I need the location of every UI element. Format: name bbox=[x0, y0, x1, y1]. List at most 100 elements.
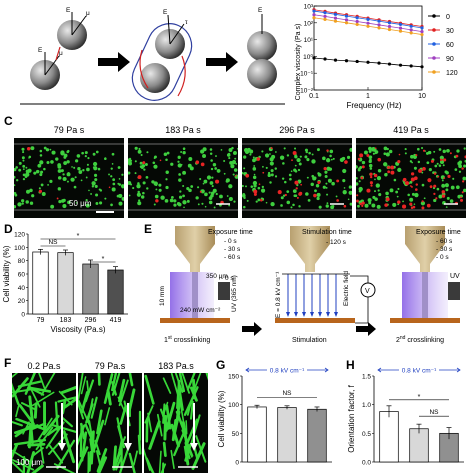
data-point bbox=[366, 21, 370, 25]
svg-text:E = 0.8 kV cm⁻¹: E = 0.8 kV cm⁻¹ bbox=[275, 271, 282, 318]
arrow-icon bbox=[356, 322, 376, 336]
micrograph-c-2 bbox=[128, 138, 238, 218]
data-point bbox=[333, 19, 338, 23]
x-tick-label: 1 bbox=[366, 93, 370, 100]
data-point bbox=[312, 16, 316, 20]
scale-bar-label: 100 μm bbox=[16, 458, 43, 467]
svg-text:E: E bbox=[258, 7, 263, 14]
y-tick-label: 1.0 bbox=[362, 402, 371, 409]
micrograph-label: 0.2 Pa.s bbox=[27, 361, 61, 371]
svg-text:- 0 s: - 0 s bbox=[224, 238, 237, 245]
x-tick-label: 419 bbox=[110, 317, 122, 324]
svg-text:E: E bbox=[163, 9, 168, 16]
y-tick-label: 10³ bbox=[304, 4, 314, 11]
data-point bbox=[344, 14, 349, 18]
data-point bbox=[377, 23, 381, 27]
bar bbox=[32, 251, 49, 315]
svg-text:UV: UV bbox=[450, 273, 460, 280]
particle-sphere bbox=[247, 59, 277, 89]
data-point bbox=[409, 24, 413, 28]
y-tick-label: 0 bbox=[235, 460, 239, 467]
x-tick-label: 183 bbox=[60, 317, 72, 324]
panel-letter-d: D bbox=[4, 222, 13, 236]
svg-text:μ: μ bbox=[59, 50, 63, 57]
data-point bbox=[312, 13, 316, 17]
y-tick-label: 0 bbox=[21, 312, 25, 319]
svg-text:τ: τ bbox=[185, 19, 188, 26]
data-point bbox=[377, 61, 381, 65]
panel-d-chart: 0 20 40 60 80 100 120 79 183 296 419 Cell viability… bbox=[2, 232, 128, 334]
y-tick-label: 80 bbox=[18, 258, 26, 265]
data-point bbox=[344, 59, 349, 63]
data-point bbox=[312, 9, 316, 13]
micrograph-c-1 bbox=[14, 138, 124, 218]
micrograph-c-3 bbox=[242, 138, 352, 218]
svg-text:E: E bbox=[66, 7, 71, 14]
y-tick-label: 100 bbox=[14, 245, 25, 252]
data-point bbox=[333, 12, 338, 16]
y-axis-label: Orientation factor, f bbox=[347, 384, 356, 452]
electric-field-lines bbox=[282, 273, 350, 317]
data-point bbox=[344, 21, 349, 25]
data-point bbox=[377, 19, 381, 23]
data-point bbox=[323, 57, 327, 61]
legend-label: 90 bbox=[446, 56, 454, 63]
svg-text:UV (365 nm): UV (365 nm) bbox=[231, 275, 238, 312]
svg-text:2nd crosslinking: 2nd crosslinking bbox=[396, 335, 444, 344]
y-tick-label: 10⁻¹ bbox=[300, 71, 314, 78]
svg-text:10 mm: 10 mm bbox=[159, 286, 166, 306]
svg-text:Stimulation time: Stimulation time bbox=[302, 229, 352, 236]
y-tick-label: 60 bbox=[18, 272, 26, 279]
svg-text:μ: μ bbox=[86, 10, 90, 17]
y-tick-label: 20 bbox=[18, 298, 26, 305]
micrograph-label: 183 Pa s bbox=[165, 125, 201, 135]
data-point bbox=[377, 26, 381, 30]
data-point bbox=[398, 63, 403, 67]
y-axis-label: Cell viability (%) bbox=[217, 390, 226, 447]
data-point bbox=[323, 17, 327, 21]
data-point bbox=[420, 65, 424, 69]
svg-text:350 μm: 350 μm bbox=[206, 273, 228, 280]
svg-text:Exposure time: Exposure time bbox=[416, 229, 461, 236]
x-tick-label: 296 bbox=[85, 317, 97, 324]
bar bbox=[307, 408, 327, 463]
data-point bbox=[387, 62, 392, 66]
micrograph-c-4 bbox=[356, 138, 466, 218]
bar bbox=[82, 263, 99, 315]
x-tick-label: 0.1 bbox=[309, 93, 319, 100]
data-point bbox=[366, 24, 370, 28]
data-point bbox=[323, 14, 327, 19]
svg-text:1st crosslinking: 1st crosslinking bbox=[164, 335, 210, 344]
data-point bbox=[355, 16, 359, 20]
panel-letter-g: G bbox=[216, 358, 226, 372]
y-tick-label: 50 bbox=[232, 431, 240, 438]
micrograph-label: 296 Pa s bbox=[279, 125, 315, 135]
arrow-icon bbox=[206, 52, 238, 72]
legend-label: 120 bbox=[446, 70, 458, 77]
uv-lamp bbox=[448, 282, 460, 300]
bar bbox=[409, 428, 429, 463]
field-header-label: 0.8 kV cm⁻¹ bbox=[402, 368, 437, 375]
data-point bbox=[420, 29, 424, 34]
legend-label: 30 bbox=[446, 28, 454, 35]
data-point bbox=[420, 26, 424, 30]
y-tick-label: 10¹ bbox=[304, 37, 314, 44]
y-tick-label: 150 bbox=[228, 374, 239, 381]
panel-letter-f: F bbox=[4, 356, 12, 370]
data-point bbox=[409, 31, 413, 35]
y-axis-label: Complex viscosity (Pa s) bbox=[295, 24, 302, 101]
x-axis-label: Viscosity (Pa.s) bbox=[51, 325, 106, 334]
data-point bbox=[398, 22, 403, 27]
y-tick-label: 40 bbox=[18, 285, 26, 292]
svg-text:V: V bbox=[365, 288, 370, 295]
data-point bbox=[387, 21, 392, 25]
panel-letter-h: H bbox=[346, 358, 355, 372]
svg-text:- 0 s: - 0 s bbox=[221, 275, 234, 282]
data-point bbox=[355, 22, 359, 27]
x-tick-label: 79 bbox=[37, 317, 45, 324]
svg-text:240 mW cm⁻²: 240 mW cm⁻² bbox=[180, 307, 221, 314]
svg-text:- 30 s: - 30 s bbox=[436, 246, 453, 253]
panel-h-chart: 0.0 0.5 1.0 1.5 Orientation factor, f 0.8 kV … bbox=[347, 365, 464, 467]
bar bbox=[107, 269, 124, 315]
svg-text:- 60 s: - 60 s bbox=[224, 254, 241, 261]
